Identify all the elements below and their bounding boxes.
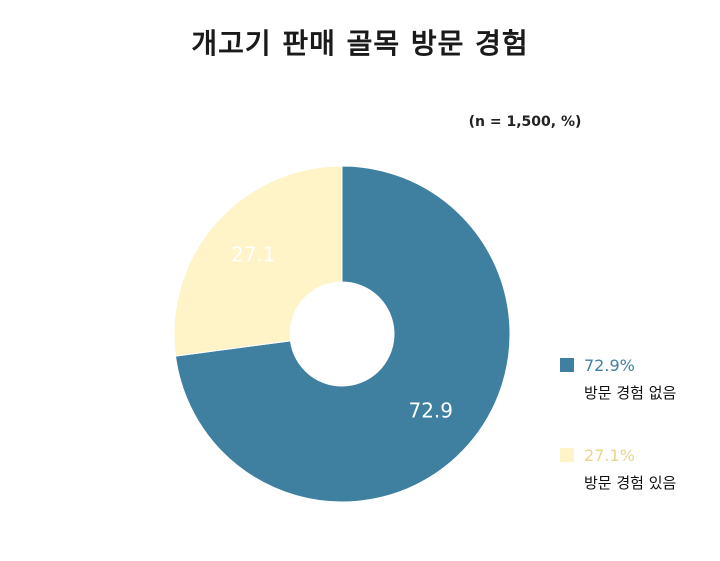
slice-label-visited: 27.1 <box>231 243 276 267</box>
legend-item-no-visit: 72.9% 방문 경험 없음 <box>560 354 710 444</box>
chart-title: 개고기 판매 골목 방문 경험 <box>191 27 529 60</box>
legend-swatch-no-visit <box>560 358 574 372</box>
legend-value-visited: 27.1% <box>584 445 635 465</box>
slice-visited <box>173 165 343 357</box>
legend-swatch-visited <box>560 448 574 462</box>
slice-no-visit <box>174 165 511 503</box>
slice-label-no-visit: 72.9 <box>408 398 453 422</box>
legend: 72.9% 방문 경험 없음 27.1% 방문 경험 있음 <box>560 354 710 534</box>
legend-label-visited: 방문 경험 있음 <box>584 474 677 492</box>
legend-label-no-visit: 방문 경험 없음 <box>584 384 677 402</box>
legend-value-no-visit: 72.9% <box>584 355 635 375</box>
legend-item-visited: 27.1% 방문 경험 있음 <box>560 444 710 534</box>
sample-size-note: (n = 1,500, %) <box>468 114 582 130</box>
